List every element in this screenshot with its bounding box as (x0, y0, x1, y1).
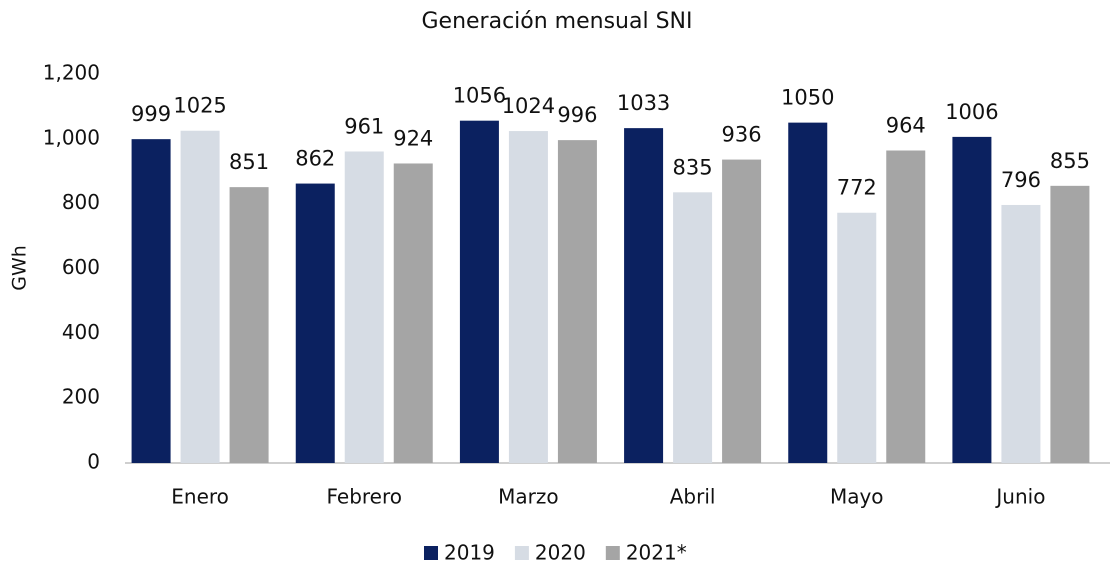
data-label: 835 (673, 155, 713, 179)
data-label: 855 (1050, 149, 1090, 173)
legend-label: 2020 (535, 541, 586, 565)
bar (837, 212, 877, 463)
y-tick-label: 600 (62, 255, 100, 279)
data-label: 1025 (173, 94, 226, 118)
data-label: 924 (393, 126, 433, 150)
data-label: 996 (557, 103, 597, 127)
legend-swatch (424, 546, 438, 560)
chart-title: Generación mensual SNI (421, 9, 692, 34)
x-tick-label: Junio (994, 485, 1045, 509)
bar (180, 130, 220, 463)
data-label: 796 (1001, 168, 1041, 192)
x-tick-label: Abril (670, 485, 716, 509)
data-label: 936 (722, 123, 762, 147)
x-tick-label: Marzo (498, 485, 558, 509)
data-label: 1050 (781, 86, 834, 110)
bar (393, 163, 433, 463)
y-tick-label: 0 (87, 450, 100, 474)
data-label: 961 (344, 114, 384, 138)
bar (459, 120, 499, 464)
x-tick-label: Febrero (326, 485, 402, 509)
y-tick-label: 1,000 (43, 125, 100, 149)
bar (788, 122, 828, 463)
data-label: 1024 (502, 94, 555, 118)
data-label: 1056 (453, 84, 506, 108)
data-label: 862 (295, 147, 335, 171)
bar (1001, 204, 1041, 464)
y-tick-label: 1,200 (43, 61, 100, 85)
y-tick-label: 200 (62, 385, 100, 409)
y-tick-label: 400 (62, 320, 100, 344)
y-axis-label: GWh (9, 245, 31, 291)
bar (557, 140, 597, 463)
bar (344, 151, 384, 463)
legend-swatch (514, 546, 529, 560)
y-tick-label: 800 (62, 190, 100, 214)
x-tick-label: Enero (171, 485, 229, 509)
bar (229, 187, 269, 464)
bar (952, 136, 992, 463)
data-label: 999 (131, 102, 171, 126)
bar (624, 128, 664, 463)
bar (722, 159, 762, 463)
legend-label: 2021* (626, 541, 687, 565)
bar (508, 131, 548, 463)
x-tick-label: Mayo (830, 485, 884, 509)
bar (131, 139, 171, 463)
data-label: 964 (886, 114, 926, 138)
data-label: 772 (837, 176, 877, 200)
legend-swatch (605, 546, 620, 560)
legend-label: 2019 (444, 541, 495, 565)
data-label: 1006 (945, 100, 998, 124)
bar (1050, 185, 1090, 463)
bar (673, 192, 713, 463)
data-label: 1033 (617, 91, 670, 115)
bar (295, 183, 335, 463)
bar (886, 150, 926, 463)
data-label: 851 (229, 150, 269, 174)
